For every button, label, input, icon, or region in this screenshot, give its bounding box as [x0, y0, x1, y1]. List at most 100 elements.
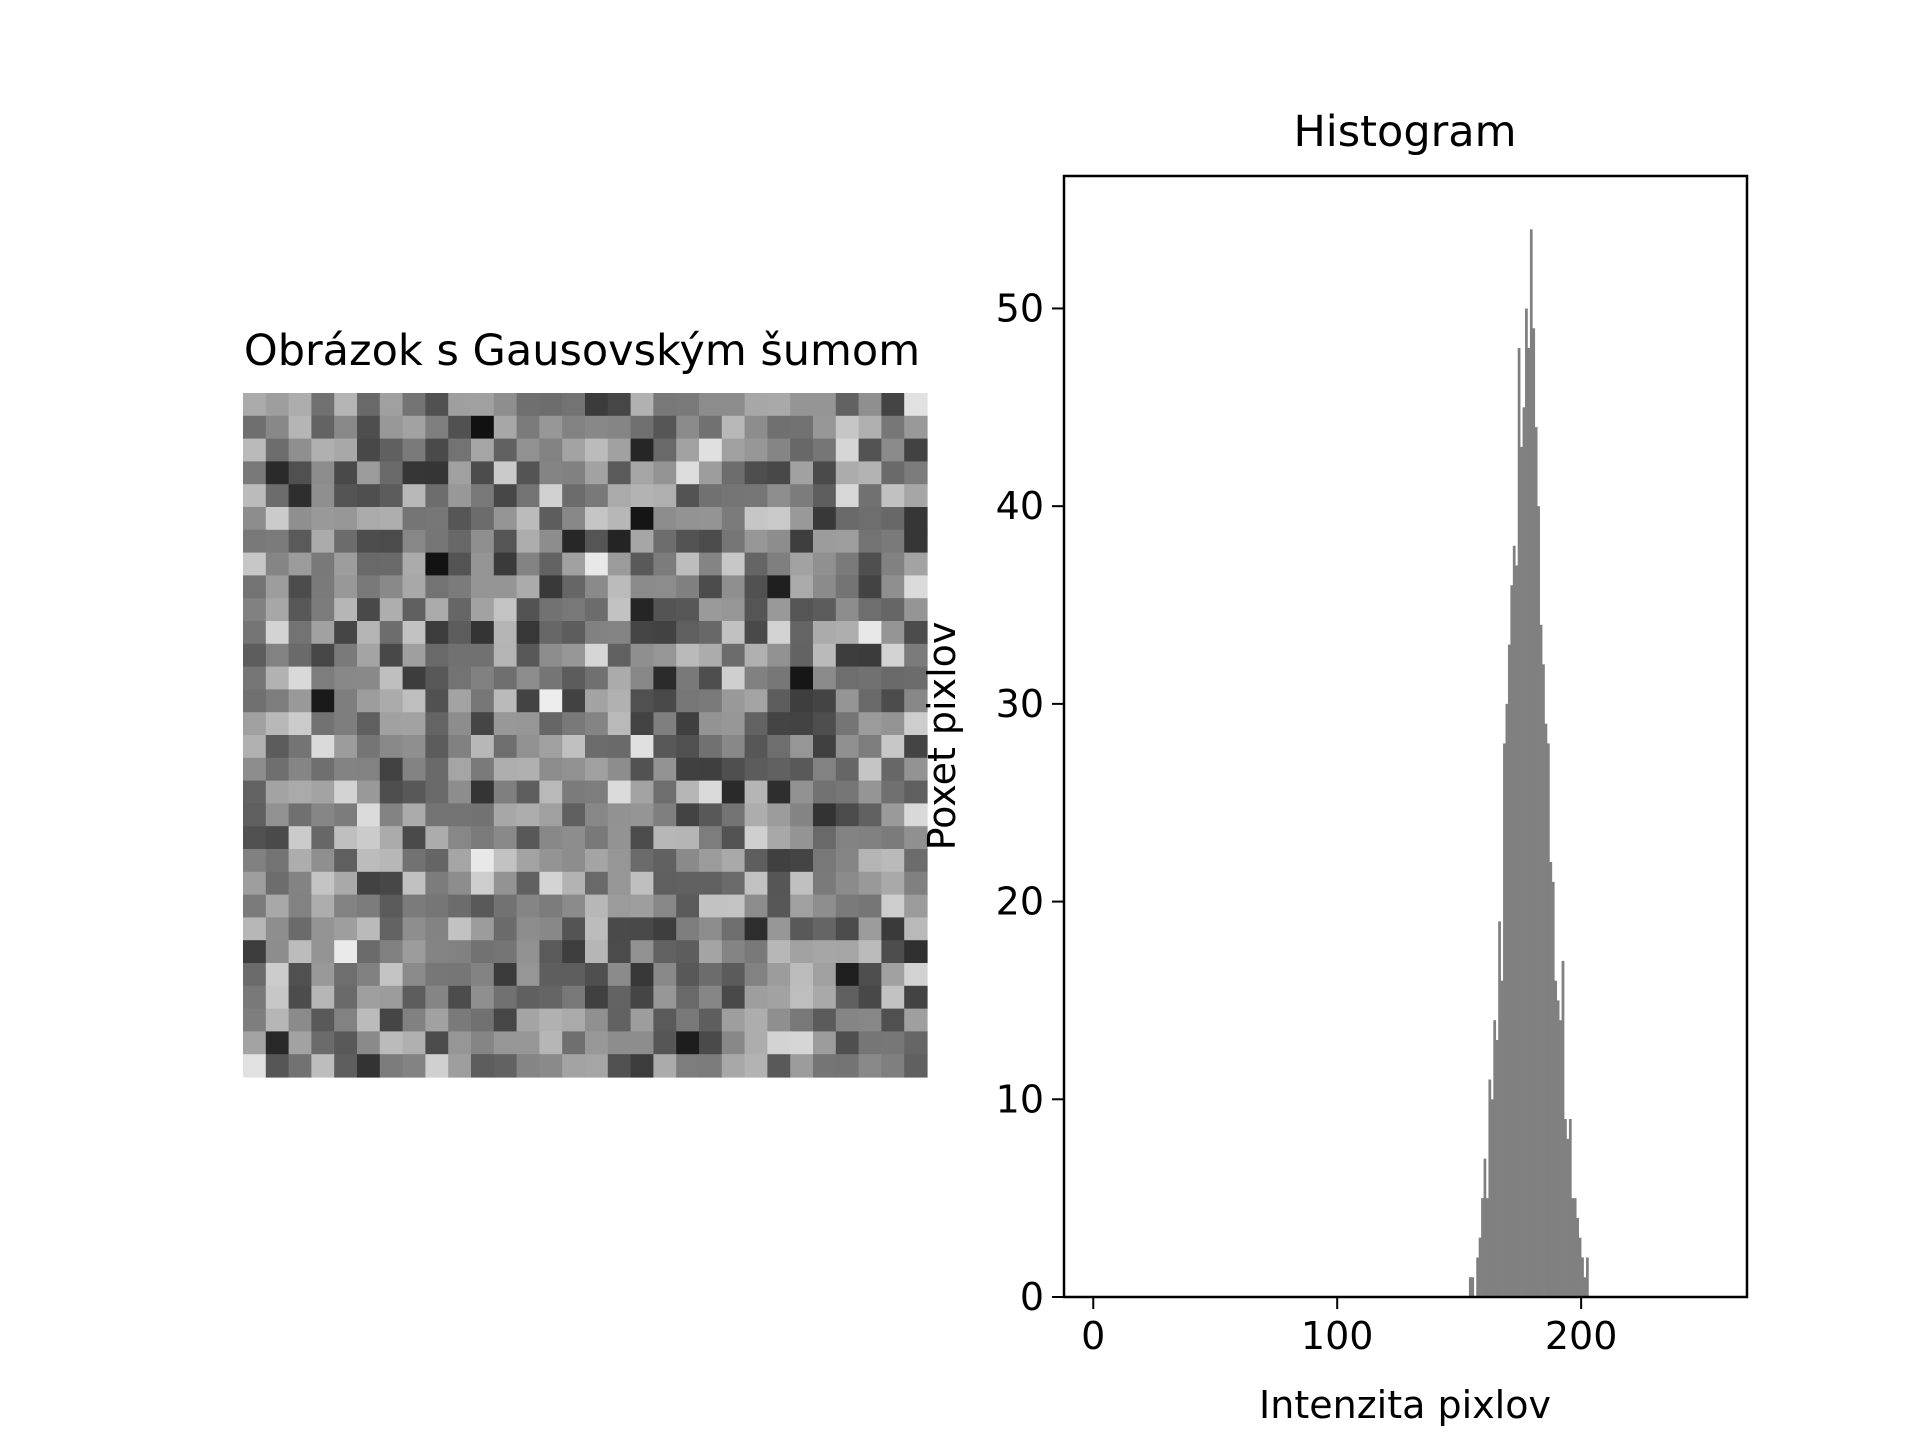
noise-pixel	[379, 963, 404, 987]
noise-pixel	[630, 461, 654, 485]
noise-pixel	[539, 507, 563, 531]
noise-pixel	[334, 393, 358, 417]
noise-pixel	[288, 849, 312, 873]
noise-pixel	[585, 871, 609, 896]
noise-pixel	[334, 689, 358, 713]
noise-pixel	[790, 461, 814, 485]
x-tick-label: 100	[1301, 1314, 1374, 1358]
noise-pixel	[493, 507, 518, 531]
noise-pixel	[288, 803, 312, 827]
noise-pixel	[357, 643, 381, 668]
noise-pixel	[243, 689, 267, 713]
noise-pixel	[379, 415, 404, 440]
noise-pixel	[493, 849, 518, 873]
noise-pixel	[448, 757, 472, 782]
noise-pixel	[471, 1008, 495, 1032]
noise-pixel	[448, 963, 472, 987]
noise-pixel	[379, 803, 404, 827]
histogram-bar	[1554, 980, 1558, 1297]
noise-pixel	[402, 803, 426, 827]
noise-pixel	[721, 849, 746, 873]
noise-pixel	[699, 780, 723, 804]
noise-pixel	[767, 1031, 791, 1055]
noise-pixel	[334, 826, 358, 850]
noise-pixel	[676, 803, 700, 827]
noise-pixel	[379, 438, 404, 462]
noise-pixel	[630, 643, 654, 668]
noise-pixel	[721, 894, 746, 918]
noise-pixel	[767, 575, 791, 599]
noise-pixel	[516, 826, 540, 850]
noise-pixel	[653, 621, 677, 645]
noise-pixel	[311, 940, 335, 964]
noise-pixel	[607, 415, 632, 440]
noise-pixel	[311, 575, 335, 599]
noise-pixel	[516, 940, 540, 964]
noise-pixel	[402, 963, 426, 987]
noise-pixel	[357, 985, 381, 1010]
noise-pixel	[721, 575, 746, 599]
noise-pixel	[471, 1054, 495, 1078]
noise-pixel	[676, 894, 700, 918]
noise-pixel	[402, 1054, 426, 1078]
noise-pixel	[265, 894, 290, 918]
noise-pixel	[379, 621, 404, 645]
noise-pixel	[562, 826, 586, 850]
noise-pixel	[334, 643, 358, 668]
noise-pixel	[243, 575, 267, 599]
noise-pixel	[265, 529, 290, 554]
noise-pixel	[334, 484, 358, 508]
noise-pixel	[516, 1008, 540, 1032]
noise-pixel	[243, 712, 267, 736]
noise-pixel	[243, 757, 267, 782]
noise-pixel	[448, 484, 472, 508]
noise-pixel	[767, 871, 791, 896]
noise-pixel	[357, 940, 381, 964]
noise-pixel	[904, 461, 928, 485]
noise-pixel	[607, 393, 632, 417]
noise-pixel	[516, 894, 540, 918]
noise-pixel	[767, 598, 791, 622]
noise-pixel	[425, 552, 449, 576]
noise-pixel	[379, 712, 404, 736]
noise-pixel	[835, 552, 860, 576]
noise-pixel	[471, 461, 495, 485]
noise-pixel	[835, 894, 860, 918]
noise-pixel	[516, 552, 540, 576]
noise-pixel	[835, 985, 860, 1010]
noise-pixel	[630, 963, 654, 987]
noise-pixel	[653, 643, 677, 668]
noise-pixel	[425, 666, 449, 690]
noise-pixel	[539, 484, 563, 508]
noise-pixel	[607, 643, 632, 668]
histogram-bar	[1505, 703, 1509, 1297]
noise-pixel	[539, 803, 563, 827]
noise-pixel	[288, 871, 312, 896]
noise-pixel	[607, 826, 632, 850]
noise-pixel	[265, 803, 290, 827]
histogram-bar	[1517, 348, 1521, 1297]
noise-pixel	[744, 985, 768, 1010]
noise-pixel	[265, 643, 290, 668]
noise-pixel	[265, 415, 290, 440]
noise-pixel	[699, 1054, 723, 1078]
histogram-bar	[1578, 1237, 1582, 1297]
noise-pixel	[904, 666, 928, 690]
noise-pixel	[835, 415, 860, 440]
noise-pixel	[813, 1054, 837, 1078]
noise-pixel	[585, 803, 609, 827]
noise-pixel	[288, 712, 312, 736]
noise-pixel	[288, 917, 312, 941]
noise-pixel	[813, 917, 837, 941]
noise-pixel	[265, 826, 290, 850]
noise-pixel	[471, 826, 495, 850]
noise-pixel	[858, 598, 882, 622]
noise-pixel	[539, 780, 563, 804]
noise-pixel	[607, 940, 632, 964]
noise-pixel	[425, 484, 449, 508]
noise-pixel	[721, 985, 746, 1010]
noise-pixel	[265, 849, 290, 873]
noise-pixel	[493, 552, 518, 576]
noise-pixel	[607, 757, 632, 782]
noise-pixel	[721, 757, 746, 782]
